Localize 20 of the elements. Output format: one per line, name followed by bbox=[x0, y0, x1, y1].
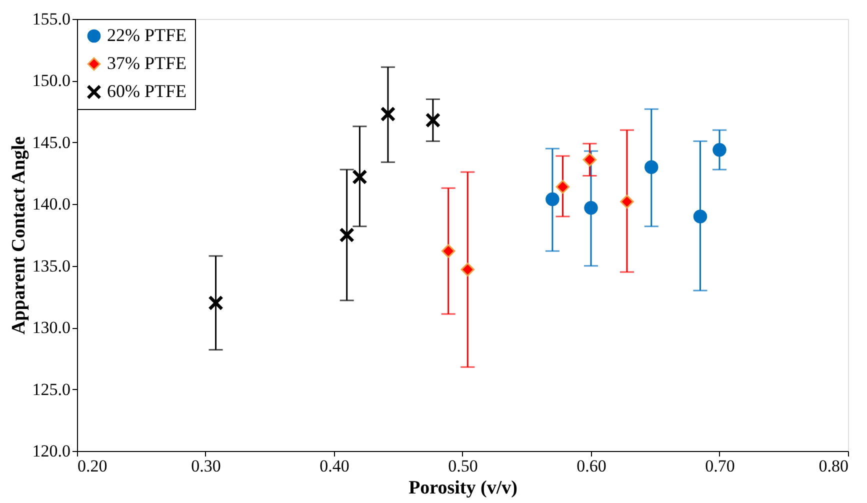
y-tick-label: 135.0 bbox=[32, 256, 70, 276]
y-tick-label: 120.0 bbox=[32, 442, 70, 460]
legend-label: 60% PTFE bbox=[107, 81, 187, 101]
legend-label: 22% PTFE bbox=[107, 25, 187, 45]
x-tick-label: 0.60 bbox=[576, 456, 606, 476]
y-tick-label: 150.0 bbox=[32, 71, 70, 90]
x-tick-label: 0.40 bbox=[320, 456, 350, 476]
x-tick-label: 0.80 bbox=[818, 456, 848, 476]
y-tick-label: 125.0 bbox=[32, 380, 70, 399]
x-tick-label: 0.70 bbox=[705, 456, 735, 476]
y-tick-label: 155.0 bbox=[32, 10, 70, 28]
x-tick-label: 0.20 bbox=[78, 456, 108, 476]
x-tick-label: 0.50 bbox=[448, 456, 478, 476]
y-tick-label: 145.0 bbox=[32, 132, 70, 152]
legend-label: 37% PTFE bbox=[107, 53, 187, 73]
y-axis-title: Apparent Contact Angle bbox=[8, 136, 30, 335]
y-tick-label: 140.0 bbox=[32, 194, 70, 214]
x-tick-label: 0.30 bbox=[191, 456, 221, 476]
x-axis-title: Porosity (v/v) bbox=[408, 478, 518, 498]
y-tick-label: 130.0 bbox=[32, 318, 70, 338]
